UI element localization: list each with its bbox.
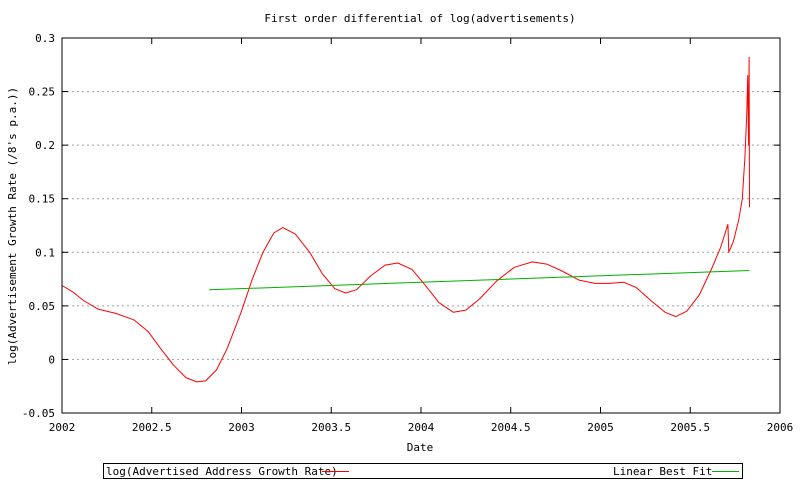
- ticks: -0.05 0 0.05 0.1 0.15 0.2 0.25 0.3 2002 2002.5 200…: [22, 32, 793, 434]
- y-tick-label: 0.2: [35, 139, 55, 152]
- y-tick-label: -0.05: [22, 407, 55, 420]
- x-tick-label: 2004.5: [491, 421, 531, 434]
- series-line-growth-rate: [61, 56, 750, 383]
- y-axis-label: log(Advertisement Growth Rate (/8's p.a.…: [6, 87, 19, 365]
- x-tick-label: 2003: [228, 421, 255, 434]
- x-tick-label: 2002.5: [132, 421, 172, 434]
- legend-label-best-fit: Linear Best Fit: [613, 465, 713, 478]
- legend: log(Advertised Address Growth Rate) Line…: [103, 463, 743, 479]
- y-tick-label: 0.25: [29, 86, 56, 99]
- x-tick-label: 2002: [49, 421, 76, 434]
- legend-label-growth-rate: log(Advertised Address Growth Rate): [106, 465, 338, 478]
- legend-swatch-best-fit: [712, 471, 739, 472]
- series-layer: [61, 56, 750, 383]
- chart-title: First order differential of log(advertis…: [264, 12, 575, 25]
- y-tick-label: 0.15: [29, 193, 56, 206]
- y-tick-label: 0.05: [29, 300, 56, 313]
- y-tick-label: 0.1: [35, 246, 55, 259]
- x-tick-label: 2003.5: [311, 421, 351, 434]
- series-line-best-fit: [209, 270, 750, 291]
- x-tick-label: 2004: [408, 421, 435, 434]
- legend-swatch-growth-rate: [322, 471, 349, 472]
- y-tick-label: 0.3: [35, 32, 55, 45]
- grid: [62, 91, 780, 360]
- plot-frame: [61, 37, 781, 414]
- y-tick-label: 0: [48, 353, 55, 366]
- x-tick-label: 2005.5: [670, 421, 710, 434]
- x-tick-label: 2006: [767, 421, 794, 434]
- x-tick-label: 2005: [587, 421, 614, 434]
- x-axis-label: Date: [407, 441, 434, 454]
